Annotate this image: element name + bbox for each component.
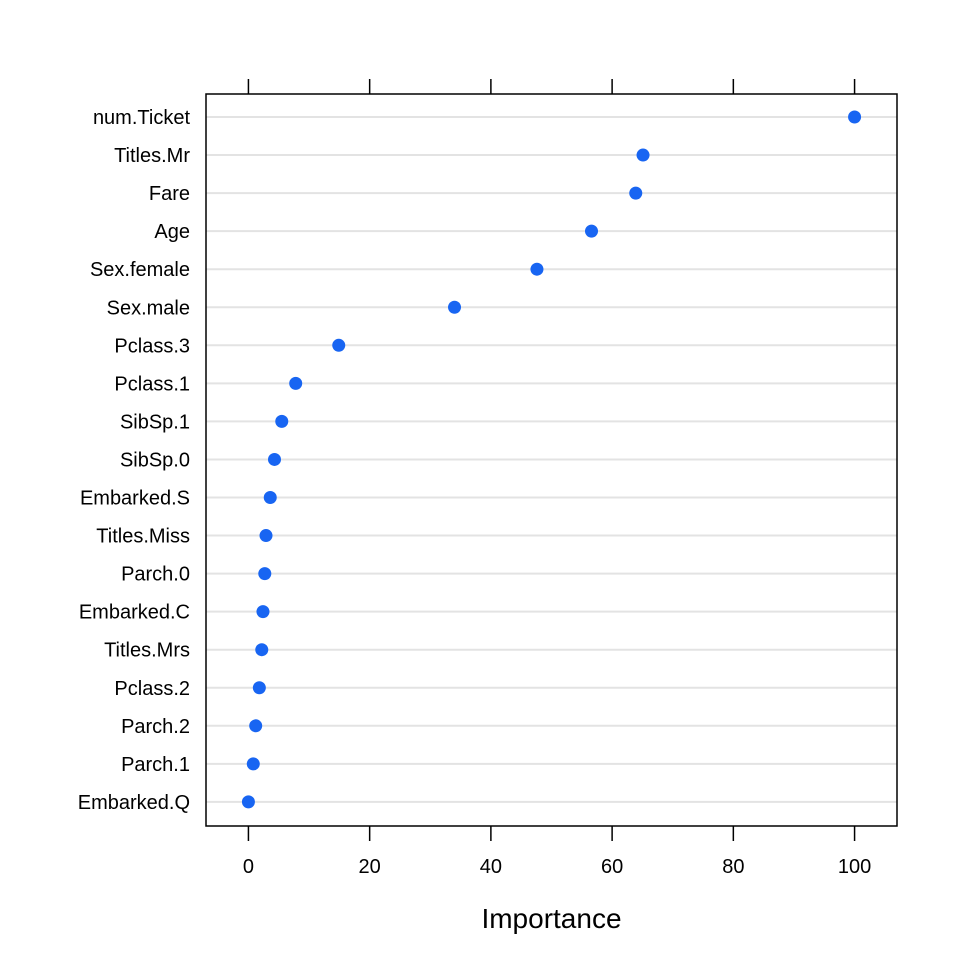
data-point [636,148,650,162]
data-point [530,262,544,276]
data-point [263,491,277,504]
data-point [241,795,255,809]
data-point [275,414,289,428]
category-label: Titles.Mr [114,145,190,167]
data-point [259,529,273,543]
x-axis-ticks: 0 20 40 60 80 100 [243,79,871,878]
category-label: Age [154,221,190,243]
category-label: Embarked.C [79,602,190,624]
category-label: SibSp.0 [120,449,190,471]
category-label: Fare [149,183,190,205]
data-point [249,719,263,733]
category-label: Embarked.Q [78,792,190,814]
data-point [256,605,270,619]
category-label: Pclass.2 [114,678,190,700]
category-label: Sex.female [90,259,190,281]
data-point [629,186,643,200]
grid-lines [206,116,897,803]
data-point [267,452,281,466]
data-point [332,338,346,352]
plot-frame [205,93,898,827]
data-point [246,757,260,771]
data-point [258,567,272,581]
category-label: Parch.2 [121,716,190,738]
category-label: Titles.Miss [96,526,190,548]
data-point [252,681,266,695]
category-label: Parch.0 [121,564,190,586]
category-label: num.Ticket [93,107,191,129]
data-point [848,110,862,124]
category-label: Parch.1 [121,754,190,776]
category-label: SibSp.1 [120,411,190,433]
x-tick-label: 20 [359,856,381,878]
data-points [241,110,862,809]
x-tick-label: 60 [601,856,623,878]
category-label: Sex.male [107,297,190,319]
x-axis-title: Importance [481,903,621,934]
data-point [289,376,303,390]
x-tick-label: 0 [243,856,254,878]
x-tick-label: 40 [480,856,502,878]
category-label: Pclass.3 [114,335,190,357]
category-label: Titles.Mrs [104,640,190,662]
data-point [448,300,462,314]
x-tick-label: 100 [838,856,871,878]
data-point [585,224,599,238]
x-tick-label: 80 [722,856,744,878]
y-axis-category-labels: num.Ticket Titles.Mr Fare Age Sex.female Sex.… [78,107,191,814]
data-point [255,643,269,657]
category-label: Embarked.S [80,488,190,510]
category-label: Pclass.1 [114,373,190,395]
